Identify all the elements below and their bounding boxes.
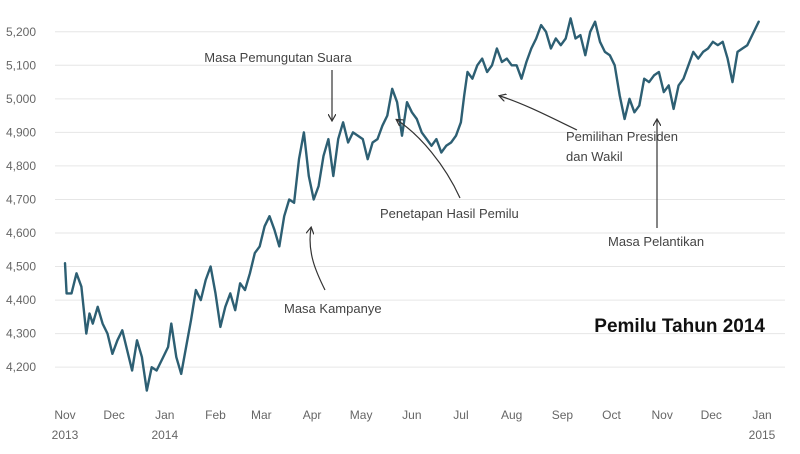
x-tick-label: Sep bbox=[552, 408, 574, 422]
y-tick-label: 4,200 bbox=[6, 360, 36, 374]
x-tick-label: Dec bbox=[103, 408, 124, 422]
x-tick-label: Jul bbox=[453, 408, 468, 422]
y-tick-label: 4,800 bbox=[6, 159, 36, 173]
annotations: Masa Pemungutan Suara Penetapan Hasil Pe… bbox=[204, 50, 704, 316]
arrow-penetapan-hasil-pemilu bbox=[397, 120, 461, 199]
x-tick-label: Apr bbox=[303, 408, 322, 422]
annotation-penetapan-hasil-pemilu: Penetapan Hasil Pemilu bbox=[380, 206, 519, 221]
x-tick-label: Aug bbox=[501, 408, 522, 422]
x-tick-year-label: 2013 bbox=[52, 428, 79, 442]
series-layer bbox=[63, 17, 760, 392]
x-tick-label: Jun bbox=[402, 408, 421, 422]
y-tick-label: 4,700 bbox=[6, 192, 36, 206]
y-axis-ticks: 4,200 4,300 4,400 4,500 4,600 4,700 4,800 4,900… bbox=[6, 25, 36, 374]
y-tick-label: 4,500 bbox=[6, 260, 36, 274]
x-tick-label: Jan bbox=[155, 408, 174, 422]
x-tick-label: Mar bbox=[251, 408, 272, 422]
annotation-masa-pemungutan-suara: Masa Pemungutan Suara bbox=[204, 50, 352, 65]
annotation-dan-wakil: dan Wakil bbox=[566, 149, 623, 164]
y-tick-label: 4,400 bbox=[6, 293, 36, 307]
annotation-arrows bbox=[310, 70, 657, 291]
x-tick-label: May bbox=[350, 408, 373, 422]
chart-title: Pemilu Tahun 2014 bbox=[594, 316, 765, 337]
y-tick-label: 5,200 bbox=[6, 25, 36, 39]
annotation-pemilihan-presiden: Pemilihan Presiden bbox=[566, 129, 678, 144]
y-tick-label: 4,600 bbox=[6, 226, 36, 240]
arrow-masa-kampanye bbox=[310, 228, 326, 291]
gridlines bbox=[55, 31, 785, 368]
annotation-masa-kampanye: Masa Kampanye bbox=[284, 301, 382, 316]
y-tick-label: 5,100 bbox=[6, 58, 36, 72]
x-tick-label: Nov bbox=[54, 408, 75, 422]
annotation-masa-pelantikan: Masa Pelantikan bbox=[608, 234, 704, 249]
x-tick-label: Jan bbox=[752, 408, 771, 422]
arrow-pemilihan-presiden bbox=[500, 96, 578, 131]
y-tick-label: 4,300 bbox=[6, 327, 36, 341]
y-tick-label: 4,900 bbox=[6, 125, 36, 139]
x-tick-year-label: 2015 bbox=[749, 428, 776, 442]
x-tick-label: Dec bbox=[701, 408, 722, 422]
x-tick-label: Oct bbox=[602, 408, 621, 422]
y-tick-label: 5,000 bbox=[6, 92, 36, 106]
x-tick-year-label: 2014 bbox=[151, 428, 178, 442]
x-axis-ticks: Nov 2013 Dec Jan 2014 Feb Mar Apr May Jun Jul Aug Se… bbox=[52, 408, 776, 442]
x-tick-label: Feb bbox=[205, 408, 226, 422]
series-line bbox=[63, 17, 760, 392]
x-tick-label: Nov bbox=[652, 408, 673, 422]
